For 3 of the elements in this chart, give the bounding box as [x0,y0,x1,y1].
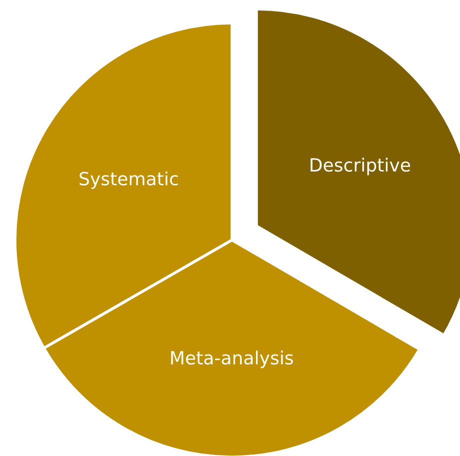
slice-label: Meta-analysis [171,350,293,368]
slice-label: Systematic [80,171,178,189]
slice-label: Descriptive [310,158,410,176]
